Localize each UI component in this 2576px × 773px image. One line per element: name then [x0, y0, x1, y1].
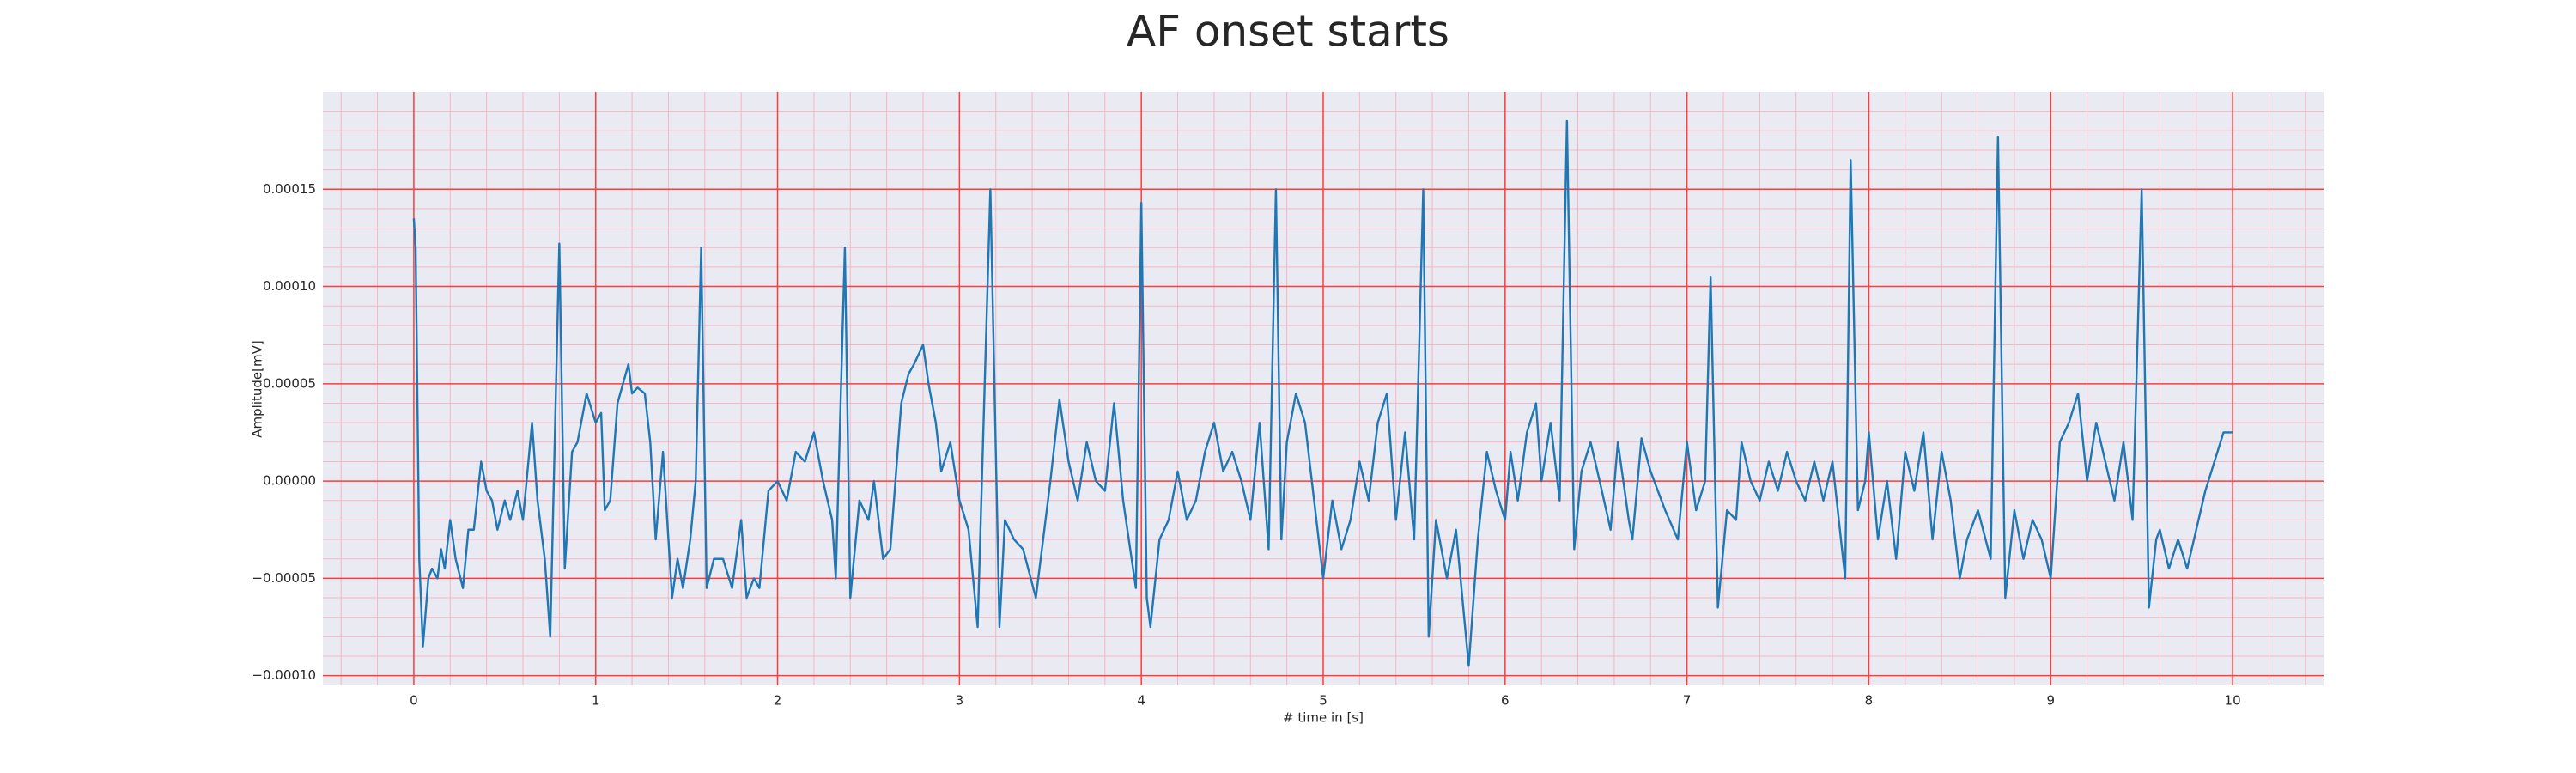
x-tick-label: 9: [2046, 693, 2055, 709]
y-tick-label: 0.00015: [263, 181, 316, 197]
y-axis-label: Amplitude[mV]: [250, 340, 265, 437]
y-tick-label: 0.00010: [263, 278, 316, 294]
x-tick-label: 3: [956, 693, 964, 709]
x-tick-label: 7: [1683, 693, 1692, 709]
x-tick-label: 1: [592, 693, 600, 709]
x-tick-label: 4: [1137, 693, 1145, 709]
x-tick-label: 0: [410, 693, 418, 709]
y-tick-label: 0.00000: [263, 473, 316, 489]
x-tick-label: 5: [1319, 693, 1327, 709]
chart-title: AF onset starts: [1127, 7, 1449, 57]
x-tick-label: 8: [1865, 693, 1874, 709]
x-tick-label: 10: [2225, 693, 2241, 709]
x-tick-label: 2: [774, 693, 782, 709]
y-tick-label: −0.00005: [252, 570, 316, 586]
y-tick-label: 0.00005: [263, 375, 316, 391]
y-tick-label: −0.00010: [252, 667, 316, 683]
signal-line: [412, 119, 2233, 667]
x-axis-label: # time in [s]: [1283, 710, 1364, 726]
x-tick-label: 6: [1501, 693, 1510, 709]
